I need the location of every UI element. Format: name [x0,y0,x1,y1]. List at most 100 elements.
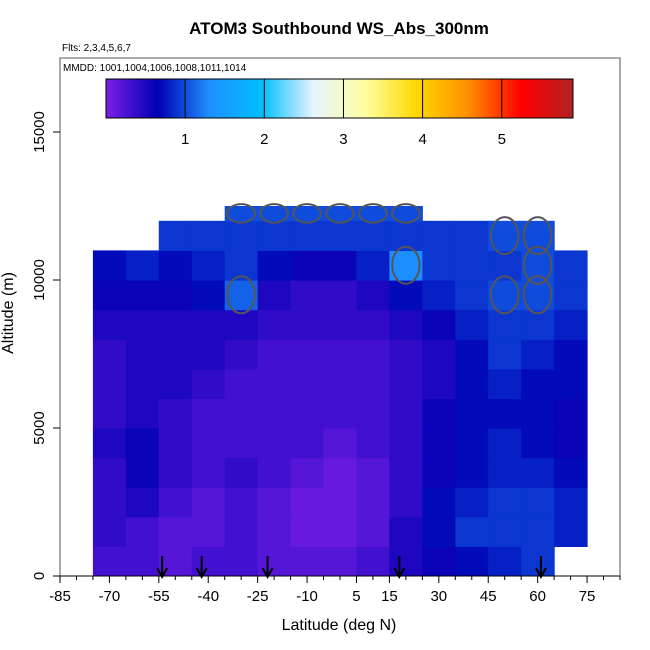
heatmap-cell [356,428,390,459]
flights-subtitle: Flts: 2,3,4,5,6,7 [62,43,131,54]
heatmap-cell [356,250,390,281]
heatmap-cell [257,516,292,547]
heatmap-cell [554,368,588,399]
contour-line [522,245,553,285]
heatmap-cell [389,546,423,576]
heatmap-cell [257,368,292,399]
heatmap-cell [422,457,456,488]
arrow-head [393,567,406,580]
x-tick-label: 5 [352,588,360,605]
heatmap-cell [92,398,127,429]
y-tick-label: 15000 [31,111,48,153]
heatmap-cell [224,487,259,518]
heatmap-cell [422,487,456,518]
heatmap-cell [521,516,555,547]
colorbar [105,78,574,119]
x-tick-label: -55 [148,588,170,605]
heatmap-cell [125,487,160,518]
heatmap-cell [191,250,226,281]
heatmap-cell [191,428,226,459]
x-tick-label: -10 [296,588,318,605]
y-tick-label: 5000 [31,411,48,444]
heatmap-cell [191,487,226,518]
heatmap-cell [455,309,489,340]
heatmap-cell [257,457,292,488]
heatmap-cell [224,428,259,459]
heatmap-cell [356,457,390,488]
heatmap-cell [521,487,555,518]
colorbar-tick-label: 2 [260,131,268,148]
heatmap-cell [356,339,390,370]
heatmap-cell [224,398,259,429]
heatmap-cell [158,309,193,340]
heatmap-cell [290,206,325,222]
heatmap-cell [389,428,423,459]
heatmap-cells [92,206,588,576]
heatmap-cell [422,339,456,370]
heatmap-cell [158,339,193,370]
heatmap-cell [455,428,489,459]
heatmap-cell [323,220,357,251]
heatmap-cell [488,398,522,429]
heatmap-cell [92,546,127,576]
heatmap-cell [422,428,456,459]
heatmap-cell [125,368,160,399]
contour-line [292,203,322,224]
contour-line [391,245,421,285]
heatmap-cell [521,398,555,429]
heatmap-cell [389,487,423,518]
heatmap-cell [323,339,357,370]
heatmap-cell [257,546,292,576]
heatmap-cell [92,250,127,281]
heatmap-cell [92,457,127,488]
heatmap-cell [290,487,325,518]
heatmap-cell [257,428,292,459]
heatmap-cell [389,398,423,429]
heatmap-cell [422,220,456,251]
x-tick-label: 15 [381,588,398,605]
x-axis-label: Latitude (deg N) [282,617,397,634]
heatmap-cell [488,368,522,399]
heatmap-cell [455,398,489,429]
heatmap-cell [191,516,226,547]
heatmap-cell [158,398,193,429]
heatmap-cell [125,280,160,311]
heatmap-cell [158,428,193,459]
x-axis: -85 -70 -55 -40 -25 -10 5 15 30 45 60 75 [49,575,621,605]
heatmap-cell [554,250,588,281]
x-tick-label: -70 [99,588,121,605]
heatmap-cell [422,516,456,547]
heatmap-cell [290,546,325,576]
x-tick-label: -25 [247,588,269,605]
heatmap-cell [158,457,193,488]
heatmap-cell [257,220,292,251]
heatmap-cell [191,398,226,429]
heatmap-cell [92,339,127,370]
arrow-head [535,567,547,580]
heatmap-cell [125,250,160,281]
heatmap-cell [290,368,325,399]
heatmap-cell [521,339,555,370]
heatmap-cell [125,309,160,340]
heatmap-cell [290,398,325,429]
heatmap-cell [422,546,456,576]
y-axis-label: Altitude (m) [0,272,17,354]
heatmap-cell [521,428,555,459]
heatmap-cell [158,280,193,311]
heatmap-cell [422,309,456,340]
heatmap-cell [455,250,489,281]
heatmap-cell [356,309,390,340]
heatmap-cell [488,487,522,518]
y-tick-label: 10000 [31,259,48,301]
x-tick-label: 30 [430,588,447,605]
contour-line [226,203,256,224]
heatmap-cell [422,280,456,311]
heatmap-cell [554,398,588,429]
heatmap-cell [389,368,423,399]
heatmap-cell [389,339,423,370]
heatmap-cell [323,368,357,399]
heatmap-cell [323,280,357,311]
heatmap-cell [323,516,357,547]
heatmap-cell [455,546,489,576]
